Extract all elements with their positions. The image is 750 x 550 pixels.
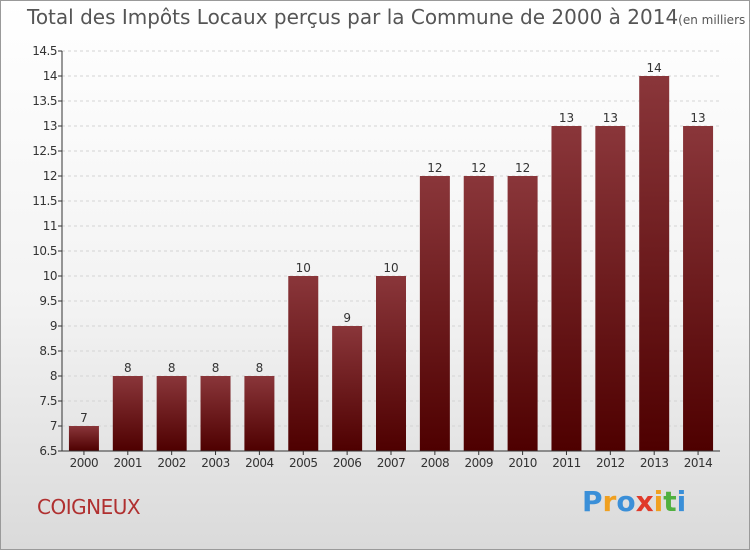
- x-tick-label: 2002: [157, 456, 186, 470]
- bar: [463, 176, 494, 451]
- bar: [68, 426, 99, 451]
- data-label: 13: [559, 111, 574, 125]
- x-tick-label: 2001: [114, 456, 143, 470]
- x-tick-label: 2006: [333, 456, 362, 470]
- axes: [58, 50, 720, 455]
- x-tick-label: 2008: [421, 456, 450, 470]
- data-label: 10: [383, 261, 398, 275]
- bar: [156, 376, 187, 451]
- y-tick-label: 12: [43, 169, 57, 183]
- x-tick-label: 2009: [464, 456, 493, 470]
- proxiti-logo: Proxiti: [582, 485, 686, 518]
- y-tick-label: 13: [43, 119, 57, 133]
- bar: [288, 276, 319, 451]
- bar: [551, 126, 582, 451]
- logo-letter: i: [653, 485, 664, 518]
- x-tick-label: 2013: [640, 456, 669, 470]
- x-tick-label: 2005: [289, 456, 318, 470]
- bar: [376, 276, 406, 451]
- y-tick-label: 13.5: [32, 94, 57, 108]
- data-label: 7: [80, 411, 88, 425]
- y-tick-label: 8.5: [39, 344, 57, 358]
- commune-name: COIGNEUX: [37, 495, 141, 519]
- logo-letter: r: [602, 485, 617, 518]
- unit-label: (en milliers d'€): [678, 13, 750, 27]
- title-text: Total des Impôts Locaux perçus par la Co…: [27, 5, 679, 29]
- data-label: 8: [124, 361, 132, 375]
- bar: [332, 326, 363, 451]
- data-label: 12: [427, 161, 442, 175]
- bar: [595, 126, 626, 451]
- bar: [200, 376, 231, 451]
- logo-letter: i: [676, 485, 687, 518]
- y-tick-label: 6.5: [39, 444, 57, 458]
- labels: 6.5 7 7.5 8 8.5 9 9.5 10 10.5 11 11.5 12 12.5 13 13.5 1…: [32, 44, 713, 470]
- logo-letter: P: [582, 485, 603, 518]
- y-tick-label: 10.5: [32, 244, 57, 258]
- x-tick-label: 2014: [684, 456, 713, 470]
- logo-letter: t: [663, 485, 677, 518]
- bar: [683, 126, 714, 451]
- bar: [244, 376, 275, 451]
- logo-letter: o: [616, 485, 636, 518]
- x-tick-label: 2007: [377, 456, 406, 470]
- data-label: 8: [212, 361, 220, 375]
- x-tick-label: 2003: [201, 456, 230, 470]
- data-label: 8: [168, 361, 176, 375]
- y-tick-label: 14: [43, 69, 57, 83]
- x-tick-label: 2000: [70, 456, 99, 470]
- y-tick-label: 11: [43, 219, 57, 233]
- chart-title: Total des Impôts Locaux perçus par la Co…: [27, 5, 750, 29]
- y-tick-label: 9: [50, 319, 57, 333]
- y-tick-label: 9.5: [39, 294, 57, 308]
- y-tick-label: 7.5: [39, 394, 57, 408]
- y-tick-label: 10: [43, 269, 57, 283]
- bar: [112, 376, 143, 451]
- bar: [639, 76, 670, 451]
- data-label: 8: [256, 361, 264, 375]
- data-label: 9: [343, 311, 351, 325]
- logo-letter: x: [635, 485, 654, 518]
- x-tick-label: 2012: [596, 456, 625, 470]
- data-label: 10: [296, 261, 311, 275]
- x-tick-label: 2004: [245, 456, 274, 470]
- y-tick-label: 14.5: [32, 44, 57, 58]
- y-tick-label: 7: [50, 419, 57, 433]
- y-tick-label: 12.5: [32, 144, 57, 158]
- x-tick-label: 2011: [552, 456, 581, 470]
- data-label: 12: [471, 161, 486, 175]
- data-label: 13: [603, 111, 618, 125]
- y-tick-label: 8: [50, 369, 57, 383]
- y-tick-label: 11.5: [32, 194, 57, 208]
- data-label: 14: [647, 61, 662, 75]
- data-label: 12: [515, 161, 530, 175]
- bars: [68, 76, 714, 451]
- bar: [419, 176, 450, 451]
- bar: [507, 176, 538, 451]
- data-label: 13: [690, 111, 705, 125]
- x-tick-label: 2010: [508, 456, 537, 470]
